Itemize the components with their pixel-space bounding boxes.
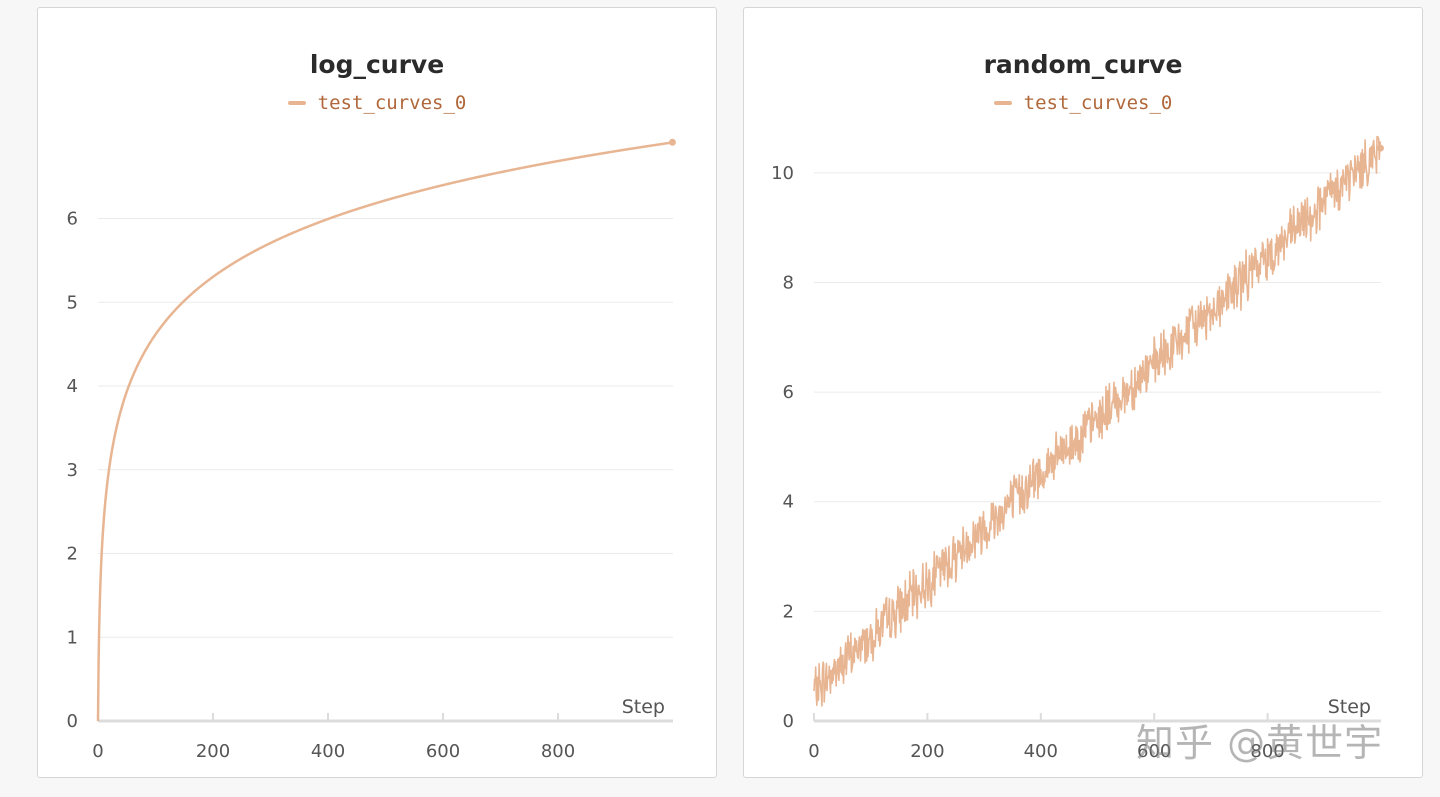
x-tick-label: 200	[196, 741, 230, 762]
y-tick-label: 0	[783, 711, 794, 732]
x-tick-label: 600	[1137, 741, 1171, 762]
x-tick-label: 400	[311, 741, 345, 762]
y-tick-label: 6	[67, 209, 78, 230]
y-tick-label: 4	[67, 376, 78, 397]
y-tick-label: 4	[783, 492, 794, 513]
series-endpoint	[1376, 144, 1384, 152]
x-tick-label: 800	[541, 741, 575, 762]
x-tick-label: 800	[1250, 741, 1284, 762]
legend-swatch	[287, 101, 306, 105]
y-tick-label: 5	[67, 292, 78, 313]
chart-title: log_curve	[309, 50, 445, 79]
y-tick-label: 0	[67, 711, 78, 732]
random-curve-panel: random_curve test_curves_0 0 2 4 6 8 10 0 200 40…	[743, 7, 1423, 778]
series-line	[96, 141, 674, 722]
log-curve-panel: log_curve test_curves_0 0 1 2 3 4 5 6 0 200 400 60…	[37, 7, 717, 778]
legend-label: test_curves_0	[1023, 92, 1173, 114]
x-axis-title: Step	[622, 696, 665, 718]
series-endpoint	[668, 138, 676, 146]
x-tick-label: 0	[92, 741, 103, 762]
legend[interactable]: test_curves_0	[38, 92, 716, 114]
legend[interactable]: test_curves_0	[744, 92, 1422, 114]
series-line	[813, 135, 1382, 707]
log-curve-plot[interactable]: 0 1 2 3 4 5 6 0 200 400 600 800 Step	[38, 8, 718, 779]
y-tick-label: 8	[783, 272, 794, 293]
x-tick-label: 200	[910, 741, 944, 762]
y-tick-label: 3	[67, 460, 78, 481]
x-tick-label: 0	[808, 741, 819, 762]
random-curve-plot[interactable]: 0 2 4 6 8 10 0 200 400 600 800 Step	[744, 8, 1424, 779]
y-tick-label: 10	[771, 163, 794, 184]
chart-title: random_curve	[983, 50, 1183, 79]
x-tick-label: 400	[1024, 741, 1058, 762]
watermark: 知乎 @黄世宇	[1136, 721, 1384, 765]
x-axis-title: Step	[1328, 696, 1371, 718]
y-tick-label: 2	[783, 601, 794, 622]
legend-label: test_curves_0	[317, 92, 467, 114]
legend-swatch	[993, 101, 1012, 105]
y-tick-label: 6	[783, 382, 794, 403]
y-tick-label: 2	[67, 544, 78, 565]
x-tick-label: 600	[426, 741, 460, 762]
y-tick-label: 1	[67, 627, 78, 648]
